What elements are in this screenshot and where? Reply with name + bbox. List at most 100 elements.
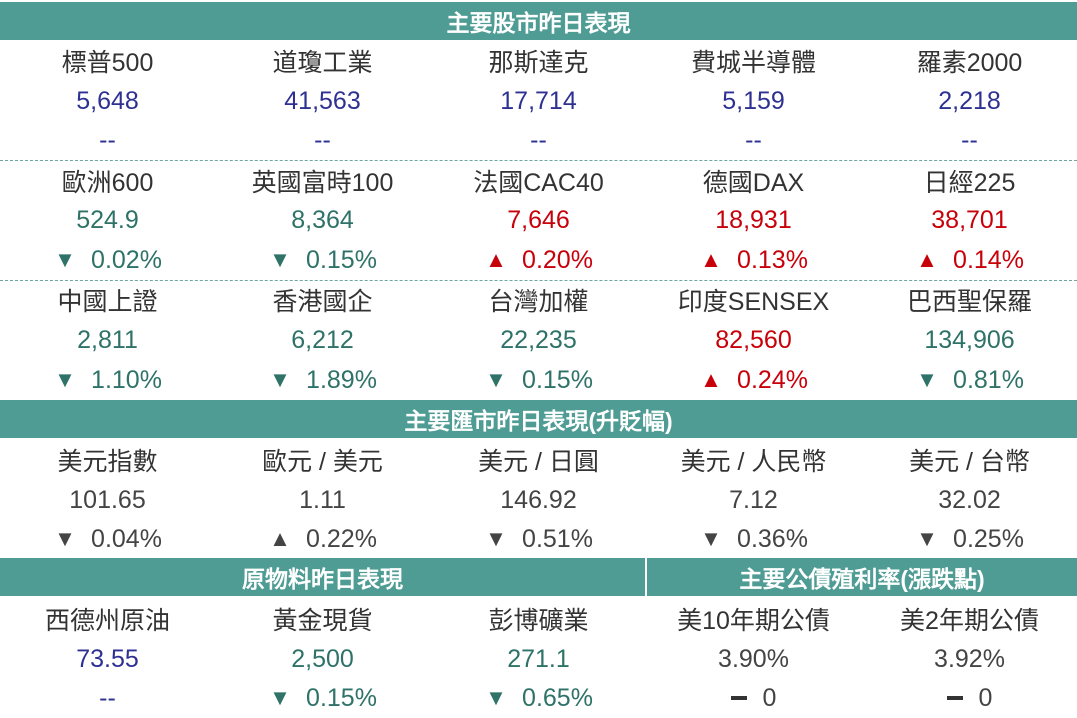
index-value: 2,811 xyxy=(77,325,138,354)
change-text: 0.51% xyxy=(522,524,593,553)
change-text: -- xyxy=(99,125,116,154)
commodity-change: ▼ 0.65% xyxy=(431,678,646,718)
fx-value: 32.02 xyxy=(938,485,1001,514)
change-text: 0.15% xyxy=(306,683,377,712)
down-triangle-icon: ▼ xyxy=(916,367,938,392)
change-text: 1.89% xyxy=(306,365,377,394)
index-label: 法國CAC40 xyxy=(473,169,604,197)
down-triangle-icon: ▼ xyxy=(54,247,76,272)
index-change: -- xyxy=(431,120,646,160)
stocks-change-row-1: -- -- -- -- -- xyxy=(0,120,1077,160)
change-text: 0.02% xyxy=(91,245,162,274)
fx-value: 101.65 xyxy=(69,485,146,514)
up-triangle-icon: ▲ xyxy=(485,247,507,272)
change-text: 0.15% xyxy=(306,245,377,274)
stocks-change-row-2: ▼ 0.02% ▼ 0.15% ▲ 0.20% ▲ 0.13% ▲ 0.14% xyxy=(0,240,1077,280)
index-label: 香港國企 xyxy=(272,288,373,316)
index-label: 歐洲600 xyxy=(61,169,154,197)
change-text: -- xyxy=(314,125,331,154)
bonds-header: 主要公債殖利率(漲跌點) xyxy=(647,558,1077,596)
change-text: 0.65% xyxy=(522,683,593,712)
fx-label: 美元 / 人民幣 xyxy=(680,448,827,476)
fx-label: 美元 / 日圓 xyxy=(478,448,599,476)
stocks-label-row-1: 標普500 道瓊工業 那斯達克 費城半導體 羅素2000 xyxy=(0,41,1077,81)
bond-value: 3.90% xyxy=(718,644,789,673)
stocks-value-row-1: 5,648 41,563 17,714 5,159 2,218 xyxy=(0,81,1077,121)
fx-change: ▲ 0.22% xyxy=(215,519,430,559)
change-text: 1.10% xyxy=(91,365,162,394)
change-text: 0.25% xyxy=(953,524,1024,553)
change-text: 0.04% xyxy=(91,524,162,553)
index-label: 道瓊工業 xyxy=(272,49,373,77)
index-change: ▼ 1.89% xyxy=(215,360,430,400)
down-triangle-icon: ▼ xyxy=(269,247,291,272)
commodities-header: 原物料昨日表現 xyxy=(0,558,645,596)
change-text: -- xyxy=(961,125,978,154)
down-triangle-icon: ▼ xyxy=(269,367,291,392)
index-value: 8,364 xyxy=(291,205,354,234)
down-triangle-icon: ▼ xyxy=(485,367,507,392)
down-triangle-icon: ▼ xyxy=(485,526,507,551)
index-value: 41,563 xyxy=(284,86,361,115)
index-change: ▼ 0.15% xyxy=(215,240,430,280)
commodity-bond-label-row: 西德州原油 黃金現貨 彭博礦業 美10年期公債 美2年期公債 xyxy=(0,599,1077,639)
index-change: ▲ 0.20% xyxy=(431,240,646,280)
fx-change-row: ▼ 0.04% ▲ 0.22% ▼ 0.51% ▼ 0.36% ▼ 0.25% xyxy=(0,519,1077,559)
fx-change: ▼ 0.51% xyxy=(431,519,646,559)
index-value: 134,906 xyxy=(924,325,1015,354)
index-value: 7,646 xyxy=(507,205,570,234)
index-change: ▲ 0.24% xyxy=(646,360,861,400)
change-text: 0 xyxy=(978,683,993,712)
index-label: 德國DAX xyxy=(702,169,805,197)
change-text: 0.15% xyxy=(522,365,593,394)
index-change: -- xyxy=(862,120,1077,160)
commodity-value: 271.1 xyxy=(507,644,570,673)
index-value: 5,648 xyxy=(76,86,139,115)
index-change: -- xyxy=(0,120,215,160)
fx-value-row: 101.65 1.11 146.92 7.12 32.02 xyxy=(0,480,1077,520)
index-value: 17,714 xyxy=(500,86,577,115)
fx-label: 美元 / 台幣 xyxy=(909,448,1030,476)
index-value: 6,212 xyxy=(291,325,354,354)
bond-change: 0 xyxy=(646,678,861,718)
fx-label: 美元指數 xyxy=(57,448,158,476)
commodity-value: 73.55 xyxy=(76,644,139,673)
commodity-bond-change-row: -- ▼ 0.15% ▼ 0.65% 0 0 xyxy=(0,678,1077,718)
change-text: 0.36% xyxy=(737,524,808,553)
fx-label: 歐元 / 美元 xyxy=(262,448,383,476)
down-triangle-icon: ▼ xyxy=(700,526,722,551)
index-value: 5,159 xyxy=(722,86,785,115)
bond-label: 美10年期公債 xyxy=(677,607,830,635)
stocks-header: 主要股市昨日表現 xyxy=(0,2,1077,40)
row-divider xyxy=(0,160,1077,161)
fx-change: ▼ 0.25% xyxy=(862,519,1077,559)
stocks-change-row-3: ▼ 1.10% ▼ 1.89% ▼ 0.15% ▲ 0.24% ▼ 0.81% xyxy=(0,360,1077,400)
index-label: 英國富時100 xyxy=(251,169,394,197)
index-change: ▲ 0.14% xyxy=(862,240,1077,280)
fx-header: 主要匯市昨日表現(升貶幅) xyxy=(0,400,1077,438)
change-text: 0.22% xyxy=(306,524,377,553)
down-triangle-icon: ▼ xyxy=(269,685,291,710)
change-text: -- xyxy=(530,125,547,154)
bond-value: 3.92% xyxy=(934,644,1005,673)
up-triangle-icon: ▲ xyxy=(916,247,938,272)
stocks-value-row-2: 524.9 8,364 7,646 18,931 38,701 xyxy=(0,200,1077,240)
flat-dash-icon xyxy=(946,696,963,700)
stocks-label-row-2: 歐洲600 英國富時100 法國CAC40 德國DAX 日經225 xyxy=(0,161,1077,201)
change-text: 0.14% xyxy=(953,245,1024,274)
fx-value: 1.11 xyxy=(299,485,346,514)
bond-label: 美2年期公債 xyxy=(900,607,1039,635)
stocks-value-row-3: 2,811 6,212 22,235 82,560 134,906 xyxy=(0,320,1077,360)
header-divider xyxy=(645,558,647,596)
stocks-label-row-3: 中國上證 香港國企 台灣加權 印度SENSEX 巴西聖保羅 xyxy=(0,280,1077,320)
index-change: ▼ 0.15% xyxy=(431,360,646,400)
index-label: 費城半導體 xyxy=(690,49,816,77)
flat-dash-icon xyxy=(730,696,747,700)
change-text: 0.13% xyxy=(737,245,808,274)
change-text: 0.81% xyxy=(953,365,1024,394)
index-change: ▼ 0.02% xyxy=(0,240,215,280)
index-change: -- xyxy=(215,120,430,160)
commodity-change: -- xyxy=(0,678,215,718)
fx-value: 7.12 xyxy=(729,485,778,514)
bond-change: 0 xyxy=(862,678,1077,718)
